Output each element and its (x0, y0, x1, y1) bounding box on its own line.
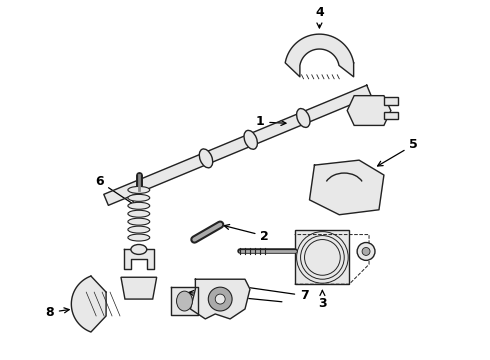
Ellipse shape (176, 291, 193, 311)
Ellipse shape (128, 226, 150, 233)
Text: 1: 1 (255, 116, 286, 129)
Text: 6: 6 (95, 175, 135, 206)
Text: 3: 3 (318, 291, 327, 310)
Text: 5: 5 (378, 138, 418, 166)
Text: 8: 8 (45, 306, 69, 319)
Ellipse shape (199, 149, 213, 168)
Circle shape (357, 243, 375, 260)
Ellipse shape (244, 130, 257, 149)
Ellipse shape (128, 194, 150, 201)
Ellipse shape (296, 108, 310, 127)
Polygon shape (294, 230, 349, 284)
Bar (384, 96, 398, 105)
Polygon shape (347, 96, 391, 125)
Ellipse shape (128, 202, 150, 209)
Polygon shape (104, 85, 371, 205)
Circle shape (208, 287, 232, 311)
Polygon shape (124, 249, 154, 269)
Polygon shape (171, 287, 198, 315)
Ellipse shape (128, 210, 150, 217)
Polygon shape (121, 277, 157, 299)
Bar (384, 112, 398, 120)
Circle shape (215, 294, 225, 304)
Polygon shape (310, 160, 384, 215)
Polygon shape (72, 276, 106, 332)
Circle shape (362, 247, 370, 255)
Ellipse shape (131, 244, 147, 255)
Text: 7: 7 (229, 283, 309, 302)
Text: 4: 4 (315, 6, 324, 28)
Ellipse shape (128, 218, 150, 225)
Text: 2: 2 (224, 225, 269, 243)
Polygon shape (191, 279, 250, 319)
Polygon shape (285, 34, 354, 77)
Ellipse shape (128, 186, 150, 193)
Ellipse shape (128, 234, 150, 241)
